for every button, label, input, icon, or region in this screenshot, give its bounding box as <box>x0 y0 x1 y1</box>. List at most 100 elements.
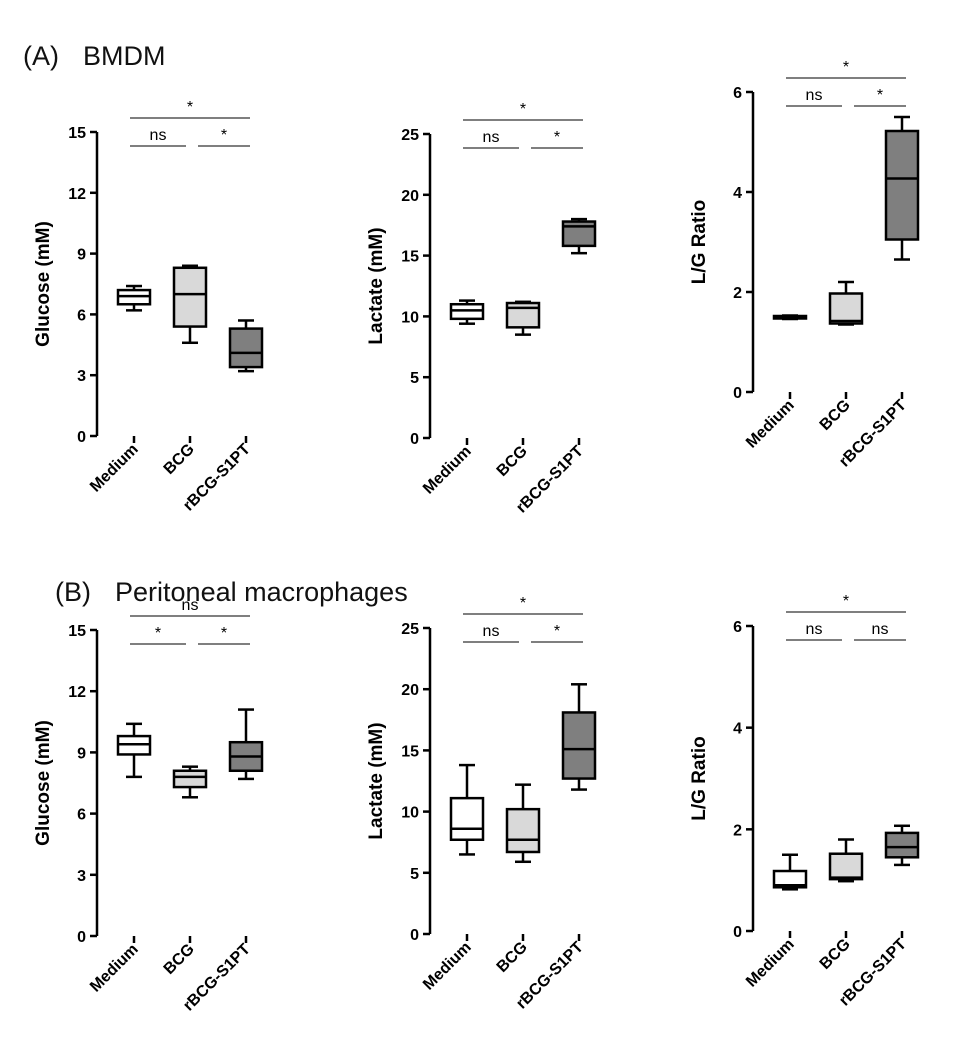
significance-label: * <box>155 625 161 642</box>
y-tick-label: 25 <box>401 127 419 144</box>
significance-label: * <box>187 99 193 116</box>
y-tick-label: 6 <box>733 85 742 102</box>
box-medium <box>116 722 152 779</box>
y-tick-label: 3 <box>77 868 86 885</box>
significance-label: ns <box>483 623 500 640</box>
box-rbcg-s1pt <box>884 824 920 867</box>
y-tick-label: 9 <box>77 247 86 264</box>
y-tick-label: 4 <box>733 721 742 738</box>
box-rbcg-s1pt <box>228 708 264 781</box>
significance-label: * <box>221 625 227 642</box>
significance-label: ns <box>150 127 167 144</box>
category-label: BCG <box>817 397 854 434</box>
panel-b-label: (B) <box>55 577 92 607</box>
category-label: Medium <box>87 441 142 496</box>
y-tick-label: 4 <box>733 185 742 202</box>
y-tick-label: 15 <box>401 743 419 760</box>
category-label: Medium <box>743 936 798 991</box>
y-axis-label: Lactate (mM) <box>366 227 387 344</box>
box-medium <box>116 284 152 312</box>
box-bcg <box>505 300 541 336</box>
significance-label: ns <box>483 129 500 146</box>
y-tick-label: 6 <box>733 619 742 636</box>
box-iqr <box>172 266 208 328</box>
y-tick-label: 2 <box>733 285 742 302</box>
box-iqr <box>772 869 808 889</box>
box-bcg <box>505 783 541 864</box>
y-axis-label: L/G Ratio <box>689 736 710 820</box>
significance-label: ns <box>806 87 823 104</box>
y-tick-label: 15 <box>68 623 86 640</box>
y-tick-label: 0 <box>733 924 742 941</box>
y-tick-label: 0 <box>733 385 742 402</box>
y-tick-label: 5 <box>410 866 419 883</box>
y-tick-label: 25 <box>401 621 419 638</box>
category-label: Medium <box>743 397 798 452</box>
y-tick-label: 12 <box>68 684 86 701</box>
box-medium <box>449 763 485 856</box>
significance-label: * <box>554 623 560 640</box>
category-label: BCG <box>817 936 854 973</box>
box-bcg <box>828 838 864 883</box>
y-tick-label: 15 <box>401 249 419 266</box>
significance-label: * <box>843 593 849 610</box>
box-bcg <box>828 280 864 326</box>
panel-a-title: (A) BMDM <box>8 10 166 72</box>
box-iqr <box>884 831 920 859</box>
panel-a-label: (A) <box>23 41 60 71</box>
significance-label: * <box>520 595 526 612</box>
y-tick-label: 20 <box>401 682 419 699</box>
significance-label: * <box>221 127 227 144</box>
box-iqr <box>828 292 864 325</box>
category-label: Medium <box>87 941 142 996</box>
y-tick-label: 20 <box>401 188 419 205</box>
significance-label: * <box>520 101 526 118</box>
y-tick-label: 15 <box>68 125 86 142</box>
y-axis-label: Glucose (mM) <box>33 221 54 347</box>
panel-b-name: Peritoneal macrophages <box>115 577 408 607</box>
y-tick-label: 6 <box>77 807 86 824</box>
box-rbcg-s1pt <box>884 115 920 261</box>
y-tick-label: 6 <box>77 307 86 324</box>
box-iqr <box>561 711 597 780</box>
box-rbcg-s1pt <box>561 683 597 791</box>
category-label: BCG <box>494 443 531 480</box>
panel-a-name: BMDM <box>83 41 166 71</box>
box-medium <box>772 314 808 321</box>
significance-label: * <box>843 59 849 76</box>
category-label: BCG <box>161 441 198 478</box>
box-medium <box>772 853 808 891</box>
y-tick-label: 2 <box>733 822 742 839</box>
category-label: BCG <box>161 941 198 978</box>
y-tick-label: 0 <box>410 431 419 448</box>
box-iqr <box>172 769 208 789</box>
significance-label: * <box>877 87 883 104</box>
box-iqr <box>449 796 485 842</box>
y-tick-label: 0 <box>77 929 86 946</box>
significance-label: ns <box>872 621 889 638</box>
category-label: Medium <box>420 939 475 994</box>
panel-b-title: (B) Peritoneal macrophages <box>40 546 408 608</box>
significance-label: * <box>554 129 560 146</box>
box-iqr <box>228 327 264 369</box>
y-tick-label: 12 <box>68 186 86 203</box>
box-iqr <box>828 852 864 881</box>
y-tick-label: 0 <box>77 429 86 446</box>
category-label: BCG <box>494 939 531 976</box>
box-bcg <box>172 765 208 799</box>
box-iqr <box>505 807 541 854</box>
y-tick-label: 10 <box>401 805 419 822</box>
y-axis-label: L/G Ratio <box>689 200 710 284</box>
y-tick-label: 9 <box>77 745 86 762</box>
box-bcg <box>172 264 208 345</box>
box-medium <box>449 299 485 325</box>
box-iqr <box>884 129 920 241</box>
y-tick-label: 10 <box>401 309 419 326</box>
box-rbcg-s1pt <box>228 319 264 373</box>
